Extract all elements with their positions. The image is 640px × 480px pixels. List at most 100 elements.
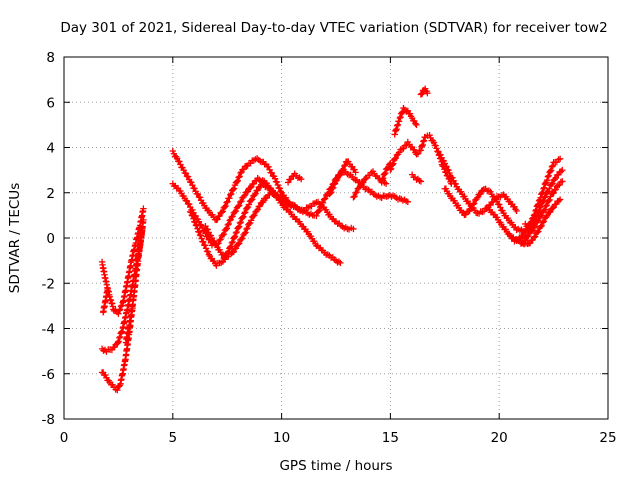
data-point	[556, 196, 564, 203]
data-point	[238, 197, 245, 205]
data-point	[537, 223, 544, 230]
data-point	[382, 180, 390, 187]
data-point	[229, 213, 236, 220]
data-point	[230, 248, 237, 256]
data-point	[468, 204, 476, 211]
data-point	[438, 154, 445, 161]
data-point	[220, 230, 228, 238]
data-point	[191, 219, 199, 226]
data-point	[229, 186, 237, 193]
data-point	[177, 161, 184, 168]
data-point	[329, 185, 336, 192]
data-point	[210, 238, 218, 245]
x-axis-label: GPS time / hours	[279, 458, 392, 474]
x-tick-label: 10	[273, 430, 290, 446]
data-point	[213, 241, 220, 248]
data-point	[555, 171, 562, 178]
data-point	[189, 212, 196, 219]
data-point	[116, 334, 123, 342]
data-point	[205, 251, 213, 258]
data-point	[467, 205, 475, 212]
data-point	[251, 191, 258, 199]
data-point	[252, 190, 259, 197]
data-point	[117, 303, 125, 310]
data-point	[265, 163, 272, 171]
data-point	[413, 121, 420, 129]
data-point	[550, 204, 557, 211]
data-point	[315, 208, 322, 215]
data-point	[140, 205, 147, 212]
data-point	[542, 202, 550, 210]
data-point	[201, 242, 209, 249]
axis-ticks: 0 5 10 15 20 25 -8 -6 -4 -2 0 2 4 6 8	[42, 50, 617, 446]
data-point	[341, 162, 348, 170]
data-point	[480, 208, 488, 215]
data-point	[530, 234, 538, 241]
data-point	[546, 196, 553, 204]
data-point	[556, 181, 563, 189]
data-point	[445, 166, 452, 174]
data-point	[531, 233, 539, 240]
y-tick-label: -6	[42, 367, 55, 383]
data-point	[534, 218, 541, 225]
data-point	[545, 172, 552, 179]
data-point	[400, 145, 407, 152]
data-point	[232, 207, 240, 215]
chart-title: Day 301 of 2021, Sidereal Day-to-day VTE…	[60, 20, 607, 36]
data-point	[379, 174, 387, 182]
data-point	[104, 286, 111, 294]
data-point	[235, 202, 243, 209]
data-point	[547, 168, 554, 175]
data-point	[549, 180, 556, 187]
data-point	[237, 198, 244, 206]
data-point	[441, 160, 448, 167]
data-point	[336, 172, 343, 179]
data-point	[287, 176, 294, 183]
data-point	[544, 173, 552, 180]
data-point	[250, 212, 257, 220]
data-point	[266, 166, 273, 173]
data-point	[231, 233, 239, 240]
data-point	[555, 197, 563, 205]
data-point	[547, 208, 554, 216]
x-tick-label: 20	[491, 430, 508, 446]
data-point	[530, 223, 538, 231]
data-point	[398, 109, 406, 117]
data-point	[263, 194, 271, 202]
data-point	[247, 183, 255, 191]
y-tick-label: -2	[42, 276, 55, 292]
data-point	[216, 236, 223, 244]
data-point	[242, 209, 249, 216]
data-point	[316, 207, 323, 214]
data-point	[549, 162, 556, 170]
data-point	[396, 114, 404, 122]
data-point	[116, 307, 123, 314]
x-tick-label: 5	[169, 430, 178, 446]
data-point	[284, 179, 292, 186]
data-point	[355, 184, 363, 192]
x-tick-label: 0	[60, 430, 69, 446]
data-point	[239, 214, 246, 221]
data-point	[200, 238, 207, 246]
data-point	[195, 228, 203, 236]
data-point	[541, 194, 548, 201]
data-point	[224, 198, 231, 205]
data-point	[228, 190, 235, 198]
data-point	[462, 211, 469, 218]
data-point	[232, 245, 240, 252]
data-point	[254, 187, 261, 194]
data-point	[353, 188, 360, 196]
data-point	[528, 228, 536, 235]
y-tick-label: 0	[46, 231, 55, 247]
data-point	[242, 229, 249, 236]
data-point	[352, 169, 359, 176]
data-point	[548, 163, 556, 170]
data-point	[198, 235, 205, 242]
data-point	[244, 224, 251, 232]
data-point	[320, 196, 328, 203]
data-point	[297, 175, 305, 183]
data-point	[230, 185, 238, 192]
data-point	[227, 243, 235, 250]
data-point	[246, 220, 253, 227]
